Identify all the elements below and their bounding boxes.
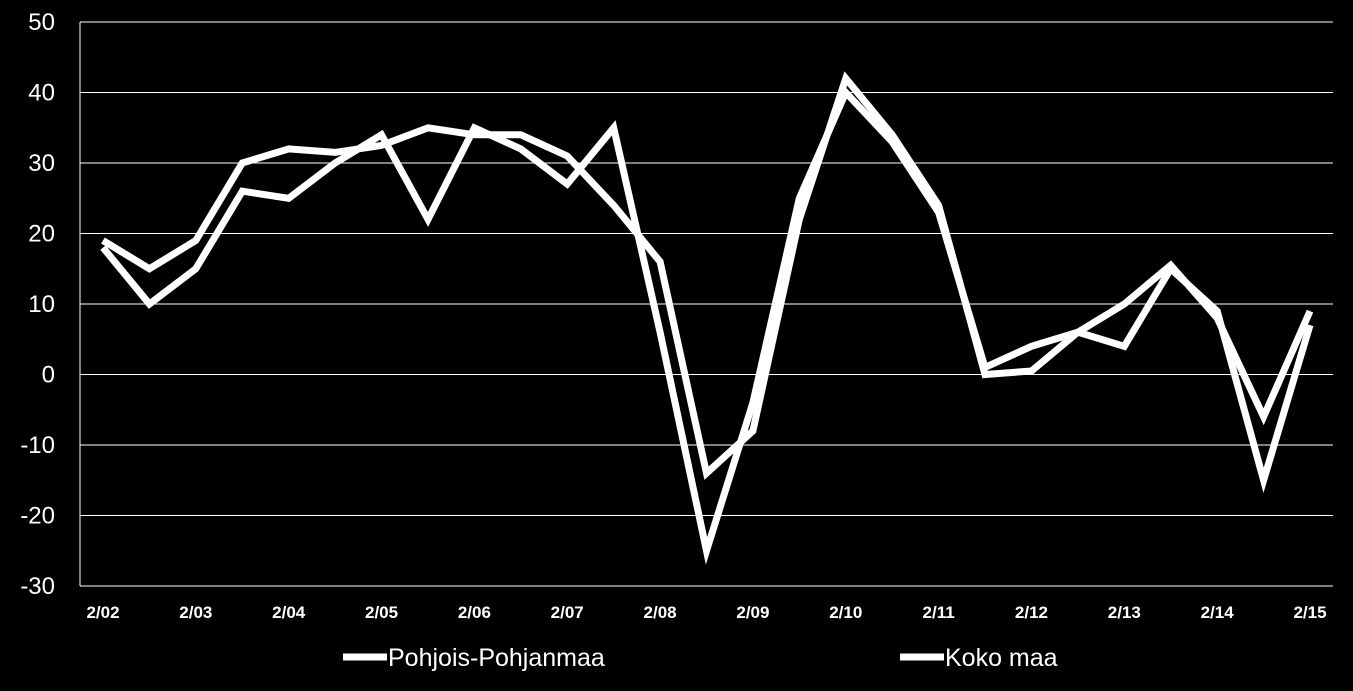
y-tick-label: 0 [42, 362, 55, 389]
legend-label-0: Pohjois-Pohjanmaa [388, 644, 605, 672]
x-tick-label: 2/15 [1293, 603, 1326, 622]
x-tick-label: 2/06 [458, 603, 491, 622]
x-axis-labels: 2/02 2/03 2/04 2/05 2/06 2/07 2/08 2/09 2/10 2/11… [86, 603, 1326, 622]
legend-label-1: Koko maa [945, 644, 1058, 672]
y-tick-label: 20 [28, 221, 55, 248]
x-tick-label: 2/02 [86, 603, 119, 622]
x-tick-label: 2/07 [551, 603, 584, 622]
y-tick-label: -10 [20, 432, 55, 459]
x-tick-label: 2/03 [179, 603, 212, 622]
x-tick-label: 2/09 [736, 603, 769, 622]
x-tick-label: 2/13 [1108, 603, 1141, 622]
x-tick-label: 2/05 [365, 603, 398, 622]
series-line-1 [101, 71, 1314, 480]
x-tick-label: 2/04 [272, 603, 306, 622]
x-tick-label: 2/14 [1201, 603, 1235, 622]
series-line-0 [100, 86, 1314, 565]
gridlines [79, 21, 1333, 587]
y-axis-labels: -30 -20 -10 0 10 20 30 40 50 [20, 9, 55, 600]
y-tick-label: -20 [20, 503, 55, 530]
y-tick-label: 50 [28, 9, 55, 36]
y-tick-label: 40 [28, 80, 55, 107]
x-tick-label: 2/12 [1015, 603, 1048, 622]
legend: Pohjois-Pohjanmaa Koko maa [343, 644, 1058, 672]
series-lines [100, 71, 1314, 565]
x-tick-label: 2/11 [923, 603, 955, 622]
y-tick-label: 10 [28, 291, 55, 318]
x-tick-label: 2/08 [644, 603, 677, 622]
y-tick-label: 30 [28, 150, 55, 177]
y-tick-label: -30 [20, 573, 55, 600]
x-tick-label: 2/10 [829, 603, 862, 622]
